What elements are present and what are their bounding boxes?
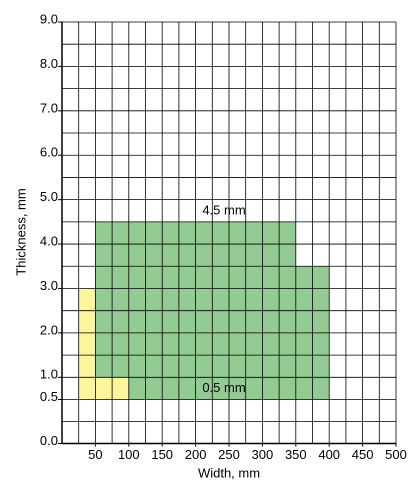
y-tick-label: 0.0 bbox=[40, 433, 58, 448]
x-tick-label: 350 bbox=[285, 447, 307, 462]
x-tick-label: 400 bbox=[318, 447, 340, 462]
y-tick-label: 4.0 bbox=[40, 233, 58, 248]
x-tick-label: 100 bbox=[118, 447, 140, 462]
x-tick-label: 200 bbox=[185, 447, 207, 462]
x-tick-label: 50 bbox=[88, 447, 102, 462]
y-tick-label: 8.0 bbox=[40, 56, 58, 71]
y-tick-label: 9.0 bbox=[40, 11, 58, 26]
y-tick-label: 1.0 bbox=[40, 367, 58, 382]
annotation: 4.5 mm bbox=[202, 202, 245, 217]
y-tick-label: 3.0 bbox=[40, 278, 58, 293]
y-tick-label: 2.0 bbox=[40, 322, 58, 337]
x-tick-label: 150 bbox=[151, 447, 173, 462]
x-tick-label: 300 bbox=[252, 447, 274, 462]
x-tick-label: 250 bbox=[218, 447, 240, 462]
region bbox=[78, 288, 129, 400]
annotation: 0.5 mm bbox=[202, 380, 245, 395]
y-axis-label: Thickness, mm bbox=[13, 188, 28, 275]
x-axis-label: Width, mm bbox=[198, 465, 260, 480]
x-tick-label: 500 bbox=[385, 447, 407, 462]
y-tick-label: 5.0 bbox=[40, 189, 58, 204]
x-tick-label: 450 bbox=[352, 447, 374, 462]
y-tick-label: 7.0 bbox=[40, 100, 58, 115]
y-tick-label: 0.5 bbox=[40, 389, 58, 404]
y-tick-label: 6.0 bbox=[40, 145, 58, 160]
